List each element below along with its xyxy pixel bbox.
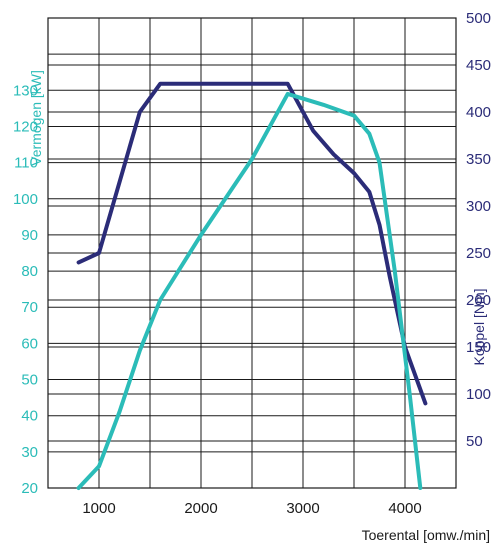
y-right-tick-label: 400 bbox=[466, 104, 491, 121]
x-axis-title: Toerental [omw./min] bbox=[362, 527, 490, 543]
x-tick-label: 4000 bbox=[388, 500, 421, 517]
y-left-tick-label: 60 bbox=[21, 335, 38, 352]
plot-frame bbox=[47, 17, 457, 489]
y-left-tick-label: 50 bbox=[21, 372, 38, 389]
y-left-tick-label: 110 bbox=[14, 155, 38, 172]
y-left-tick-label: 130 bbox=[13, 82, 38, 99]
grid-lines bbox=[48, 18, 456, 488]
y-left-tick-label: 120 bbox=[13, 118, 38, 135]
x-tick-label: 2000 bbox=[184, 500, 217, 517]
y-right-tick-label: 200 bbox=[466, 292, 491, 309]
x-tick-label: 3000 bbox=[286, 500, 319, 517]
x-axis-ticks: 1000 2000 3000 4000 bbox=[82, 500, 421, 517]
y-right-tick-label: 450 bbox=[466, 57, 491, 74]
x-tick-label: 1000 bbox=[82, 500, 115, 517]
y-left-tick-label: 40 bbox=[21, 408, 38, 425]
y-right-tick-label: 500 bbox=[466, 10, 491, 27]
y-right-tick-label: 100 bbox=[466, 386, 491, 403]
y-right-tick-label: 350 bbox=[466, 151, 491, 168]
y-left-tick-label: 70 bbox=[21, 299, 38, 316]
left-axis-ticks: 20 30 40 50 60 70 80 90 100 110 120 130 bbox=[13, 82, 38, 497]
y-left-tick-label: 20 bbox=[21, 480, 38, 497]
y-left-axis-title: Vermogen [kW] bbox=[28, 70, 44, 166]
y-right-tick-label: 300 bbox=[466, 198, 491, 215]
y-right-tick-label: 250 bbox=[466, 245, 491, 262]
y-left-tick-label: 80 bbox=[21, 263, 38, 280]
y-right-tick-label: 150 bbox=[466, 339, 491, 356]
power-curve bbox=[76, 91, 423, 490]
right-axis-ticks: 50 100 150 200 250 300 350 400 450 500 bbox=[466, 10, 491, 450]
y-right-tick-label: 50 bbox=[466, 433, 483, 450]
series-group bbox=[76, 81, 428, 490]
y-left-tick-label: 30 bbox=[21, 444, 38, 461]
torque-curve bbox=[76, 81, 428, 406]
y-left-tick-label: 100 bbox=[13, 191, 38, 208]
y-right-axis-title: Koppel [Nm] bbox=[471, 288, 487, 365]
y-left-tick-label: 90 bbox=[21, 227, 38, 244]
